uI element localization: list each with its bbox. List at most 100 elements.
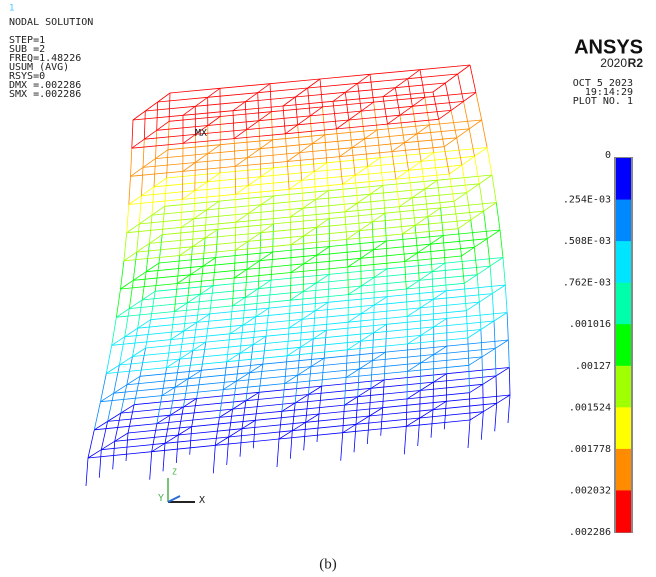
mesh-edge bbox=[230, 306, 233, 334]
mesh-edge bbox=[418, 253, 420, 281]
window-number: 1 bbox=[9, 4, 14, 14]
mesh-edge bbox=[133, 252, 136, 280]
mesh-edge bbox=[255, 414, 319, 420]
mesh-edge bbox=[167, 340, 171, 368]
mesh-edge bbox=[385, 213, 386, 241]
mesh-edge bbox=[313, 333, 373, 339]
mesh-edge bbox=[218, 201, 219, 229]
mesh-edge bbox=[302, 175, 355, 180]
mesh-edge bbox=[481, 412, 483, 440]
mesh-edge bbox=[289, 322, 348, 328]
mesh-edge bbox=[243, 319, 302, 325]
mesh-edge bbox=[451, 110, 457, 137]
mesh-edge bbox=[319, 408, 383, 414]
mesh-edge bbox=[236, 217, 290, 222]
mesh-edge bbox=[476, 93, 482, 121]
color-band bbox=[616, 200, 631, 242]
mesh-edge bbox=[234, 250, 235, 278]
mesh-edge bbox=[151, 314, 210, 320]
mesh-edge bbox=[298, 369, 359, 375]
mesh-edge bbox=[248, 236, 304, 241]
mesh-edge bbox=[206, 336, 266, 342]
mesh-edge bbox=[406, 420, 470, 426]
mesh-edge bbox=[245, 292, 303, 298]
mesh-edge bbox=[261, 227, 317, 232]
mesh-edge bbox=[407, 393, 470, 399]
mesh-edge bbox=[203, 238, 205, 266]
mesh-edge bbox=[359, 341, 360, 369]
mesh-edge bbox=[170, 88, 220, 93]
mesh-edge bbox=[311, 361, 372, 367]
mesh-edge bbox=[469, 129, 474, 156]
mesh-edge bbox=[187, 275, 190, 303]
mesh-edge bbox=[347, 322, 348, 350]
mesh-edge bbox=[192, 219, 194, 247]
mesh-edge bbox=[361, 280, 419, 286]
mesh-edge bbox=[266, 330, 326, 336]
mesh-edge bbox=[314, 172, 316, 200]
mesh-edge bbox=[446, 285, 505, 291]
mesh-edge bbox=[137, 224, 140, 252]
mesh-edge bbox=[469, 365, 470, 392]
mesh-edge bbox=[240, 347, 300, 353]
mesh-edge bbox=[274, 219, 330, 224]
mesh-edge bbox=[127, 379, 188, 385]
mesh-edge bbox=[468, 338, 469, 365]
mesh-edge bbox=[125, 331, 184, 337]
z-axis-label: Z bbox=[172, 468, 177, 477]
mesh-edge bbox=[282, 405, 345, 411]
mesh-edge bbox=[417, 129, 469, 134]
mesh-edge bbox=[171, 334, 230, 340]
mesh-edge bbox=[248, 180, 302, 185]
mesh-edge bbox=[402, 234, 404, 262]
mesh-edge bbox=[106, 345, 111, 373]
mesh-edge bbox=[406, 283, 464, 289]
mesh-edge bbox=[417, 134, 421, 162]
mesh-edge bbox=[132, 120, 133, 148]
mesh-edge bbox=[227, 334, 230, 362]
mesh-edge bbox=[419, 275, 477, 281]
mesh-edge bbox=[285, 377, 346, 383]
mesh-edge bbox=[429, 120, 481, 125]
mesh-edge bbox=[434, 153, 438, 181]
mesh-edge bbox=[289, 184, 342, 189]
mesh-edge bbox=[195, 186, 248, 191]
mesh-edge bbox=[210, 286, 213, 314]
mesh-edge bbox=[458, 229, 461, 256]
color-band bbox=[616, 283, 631, 325]
mesh-edge bbox=[144, 134, 195, 139]
mesh-edge bbox=[197, 392, 260, 398]
mesh-edge bbox=[141, 167, 143, 195]
color-band bbox=[616, 158, 631, 200]
mesh-edge bbox=[129, 199, 182, 204]
mesh-edge bbox=[421, 161, 425, 189]
mesh-edge bbox=[190, 269, 247, 275]
mesh-edge bbox=[290, 217, 291, 245]
mesh-edge bbox=[386, 236, 443, 242]
mesh-edge bbox=[180, 227, 182, 255]
mesh-edge bbox=[295, 92, 345, 97]
max-marker: MX bbox=[195, 128, 207, 139]
mesh-edge bbox=[445, 258, 503, 264]
mesh-edge bbox=[434, 348, 495, 354]
mesh-edge bbox=[328, 191, 329, 219]
mesh-edge bbox=[345, 212, 347, 240]
mesh-edge bbox=[201, 364, 262, 370]
mesh-edge bbox=[365, 134, 417, 139]
mesh-edge bbox=[347, 344, 407, 350]
mesh-edge bbox=[475, 156, 480, 184]
mesh-edge bbox=[133, 328, 138, 356]
mesh-edge bbox=[119, 337, 124, 365]
mesh-edge bbox=[180, 250, 236, 255]
mesh-edge bbox=[149, 238, 205, 243]
mesh-edge bbox=[496, 203, 500, 231]
mesh-edge bbox=[308, 388, 371, 394]
mesh-edge bbox=[462, 256, 465, 283]
mesh-edge bbox=[300, 319, 302, 347]
mesh-edge bbox=[470, 393, 471, 420]
mesh-edge bbox=[274, 191, 329, 196]
mesh-edge bbox=[206, 314, 210, 342]
mesh-edge bbox=[343, 184, 345, 212]
mesh-edge bbox=[333, 97, 383, 102]
header-line: SMX =.002286 bbox=[9, 89, 81, 100]
